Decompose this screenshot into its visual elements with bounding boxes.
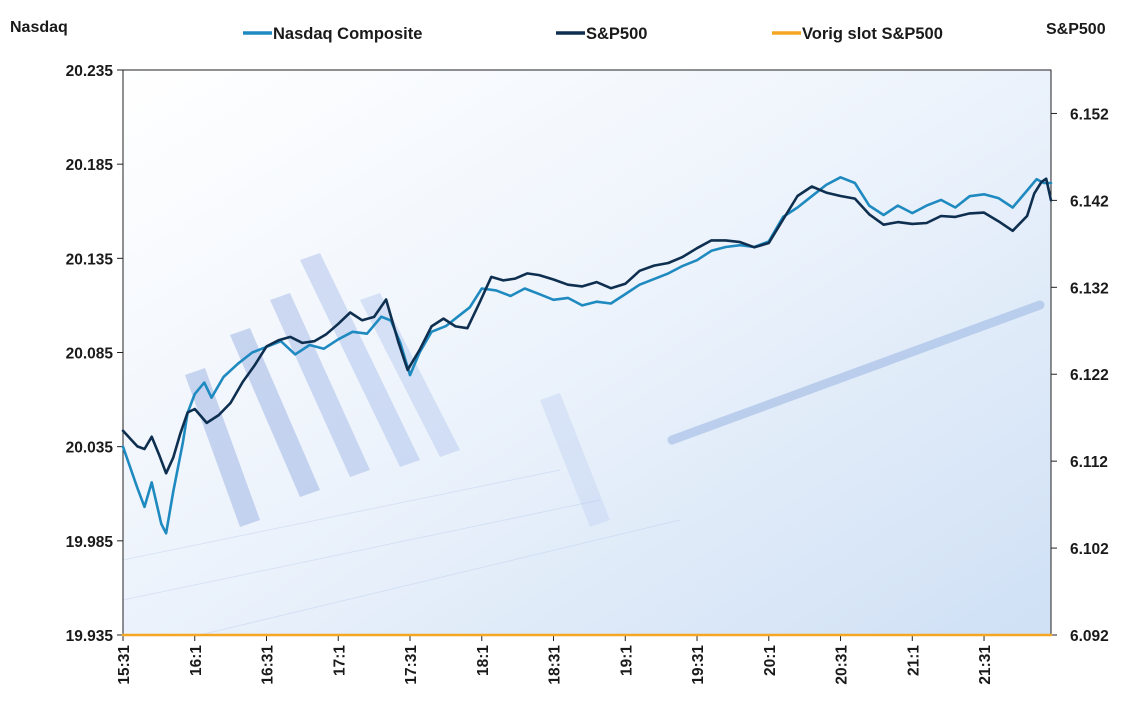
left-tick-label: 20.185 [66, 157, 114, 174]
x-tick-label: 20:1 [762, 645, 779, 676]
right-tick-label: 6.152 [1070, 106, 1109, 123]
x-tick-label: 15:31 [116, 645, 133, 685]
right-tick-label: 6.112 [1070, 454, 1108, 471]
x-tick-label: 17:31 [403, 645, 420, 685]
plot-background [122, 70, 1051, 636]
legend-label-nasdaq: Nasdaq Composite [273, 25, 422, 43]
legend-label-sp500: S&P500 [586, 25, 647, 43]
x-tick-label: 17:1 [331, 645, 348, 676]
left-tick-label: 20.035 [66, 440, 114, 457]
legend: Nasdaq Composite S&P500 Vorig slot S&P50… [243, 25, 943, 43]
x-tick-label: 16:31 [260, 645, 277, 685]
left-tick-label: 20.135 [66, 251, 114, 268]
x-tick-label: 16:1 [188, 645, 205, 676]
right-tick-label: 6.132 [1070, 280, 1109, 297]
left-tick-label: 19.935 [66, 628, 114, 645]
left-tick-label: 20.235 [66, 63, 114, 80]
x-tick-label: 18:1 [475, 645, 492, 676]
x-tick-label: 19:1 [618, 645, 635, 676]
series-layer [121, 176, 1053, 637]
left-axis-title: Nasdaq [10, 19, 68, 36]
x-tick-label: 21:1 [905, 645, 922, 676]
right-tick-label: 6.142 [1070, 193, 1109, 210]
right-axis-title: S&P500 [1046, 21, 1106, 38]
x-tick-label: 21:31 [977, 645, 994, 685]
right-axis-ticks: 6.152 6.142 6.132 6.122 6.112 6.102 6.092 [1051, 106, 1109, 645]
x-tick-label: 20:31 [834, 645, 851, 685]
left-tick-label: 20.085 [66, 346, 114, 363]
x-tick-label: 19:31 [690, 645, 707, 685]
series-line-sp500 [121, 177, 1053, 475]
series-line-nasdaq [121, 176, 1053, 535]
right-tick-label: 6.102 [1070, 541, 1109, 558]
legend-label-previous-close: Vorig slot S&P500 [802, 25, 943, 43]
left-tick-label: 19.985 [66, 534, 114, 551]
right-tick-label: 6.122 [1070, 367, 1109, 384]
left-axis-ticks: 20.235 20.185 20.135 20.085 20.035 19.985 19.9… [66, 63, 123, 645]
x-axis-ticks: 15:31 16:1 16:31 17:1 17:31 18:1 18:31 19:1 19:3… [116, 635, 994, 685]
x-tick-label: 18:31 [547, 645, 564, 685]
right-tick-label: 6.092 [1070, 628, 1109, 645]
